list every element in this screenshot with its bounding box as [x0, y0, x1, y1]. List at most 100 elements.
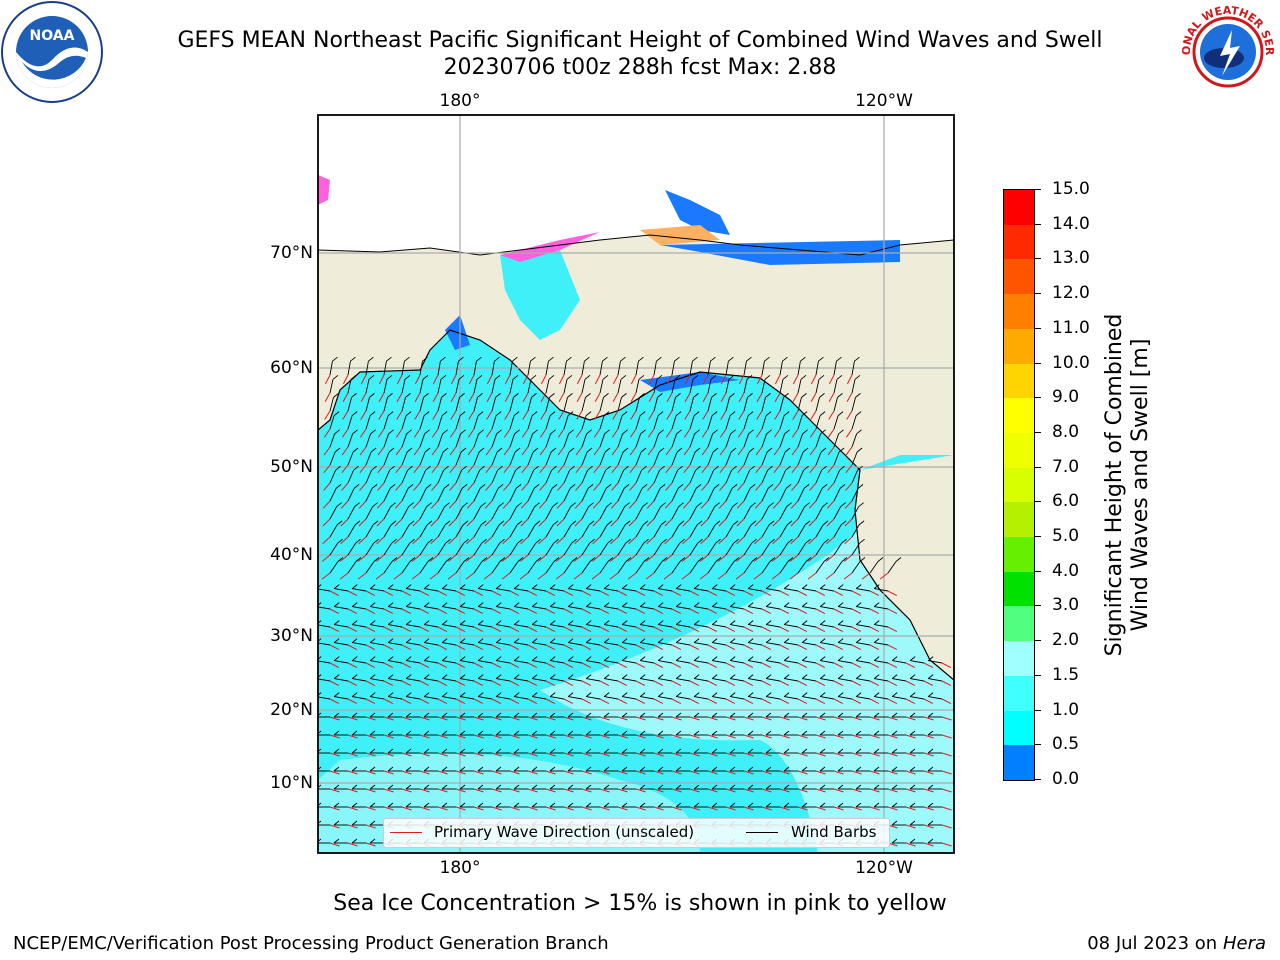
wave-direction-arrow [412, 536, 421, 545]
wind-barb-flag [603, 411, 610, 416]
wave-direction-arrow [761, 590, 772, 597]
wind-barb-flag [732, 502, 738, 508]
wave-direction-arrow [789, 572, 799, 580]
wind-barb-flag [495, 411, 502, 416]
wave-direction-arrow [395, 464, 403, 474]
wind-barb-flag [585, 802, 592, 808]
wind-barb-flag [460, 429, 466, 435]
wave-direction-arrow [887, 734, 898, 739]
wave-direction-arrow [671, 662, 682, 669]
wave-direction-arrow [815, 788, 826, 793]
wind-barb-flag [855, 411, 862, 416]
wave-direction-arrow [617, 716, 628, 721]
wind-barb [491, 542, 500, 556]
wind-barb [671, 433, 678, 448]
wave-direction-arrow [773, 446, 781, 456]
wave-direction-arrow [684, 410, 691, 420]
wave-direction-arrow [701, 482, 709, 491]
wave-direction-arrow [809, 482, 817, 491]
wind-barb [694, 678, 709, 682]
wave-direction-arrow [718, 536, 727, 545]
wave-direction-arrow [630, 374, 637, 385]
wind-barb-flag [747, 656, 754, 661]
colorbar-tick-label: 10.0 [1052, 352, 1090, 373]
wave-direction-arrow [455, 752, 466, 757]
wind-barb-flag [638, 356, 644, 362]
wave-direction-arrow [653, 644, 664, 651]
wind-barb [437, 524, 446, 538]
wind-barb-flag [405, 393, 411, 398]
wind-barb [406, 696, 421, 700]
wind-barb [545, 451, 552, 466]
wind-barb [568, 624, 583, 628]
wind-barb [550, 660, 565, 664]
wind-barb [491, 451, 498, 466]
wind-barb [761, 361, 765, 376]
wind-barb [509, 470, 517, 484]
wave-direction-arrow [905, 680, 916, 687]
wind-barb-flag [765, 602, 772, 607]
wave-direction-arrow [689, 716, 700, 721]
colorbar-tick-label: 5.0 [1052, 526, 1080, 547]
wave-direction-arrow [851, 626, 862, 633]
wave-direction-arrow [737, 446, 745, 456]
wind-barb [730, 624, 745, 628]
wind-barb-flag [855, 638, 862, 643]
wind-barb [383, 379, 388, 394]
wind-barb-flag [333, 638, 340, 643]
wind-barb-flag [495, 784, 502, 790]
wind-barb-flag [909, 674, 916, 679]
colorbar-tick-label: 0.0 [1052, 769, 1080, 789]
wind-barb [473, 433, 480, 448]
wave-direction-arrow [707, 662, 718, 669]
wave-direction-arrow [736, 500, 745, 509]
wind-barb [550, 624, 565, 628]
wave-direction-arrow [833, 716, 844, 721]
wave-direction-arrow [700, 518, 709, 527]
wind-barb-flag [531, 584, 538, 589]
wind-barb-flag [515, 465, 521, 471]
wave-direction-arrow [563, 698, 574, 705]
wave-direction-arrow [509, 716, 520, 721]
wave-direction-arrow [573, 554, 583, 562]
wind-barb [388, 606, 403, 610]
wave-direction-arrow [790, 500, 799, 509]
wind-barb-flag [409, 557, 416, 562]
wind-barb [550, 696, 565, 700]
wind-barb-flag [731, 465, 737, 471]
wind-barb [743, 415, 749, 430]
wind-barb-flag [660, 502, 666, 508]
wave-direction-arrow [689, 626, 700, 633]
wave-direction-arrow [869, 644, 880, 651]
wave-direction-arrow [509, 590, 520, 597]
wind-barb [635, 561, 645, 574]
wind-barb-flag [553, 557, 560, 562]
wind-barb-flag [927, 820, 934, 826]
wave-direction-arrow [437, 788, 448, 793]
wind-barb-flag [714, 502, 720, 508]
wind-barb-flag [531, 730, 538, 736]
wave-direction-arrow [491, 608, 502, 615]
wind-barb-flag [639, 584, 646, 589]
wind-barb [802, 642, 817, 646]
wind-barb [707, 397, 712, 412]
wave-direction-arrow [545, 680, 556, 687]
wind-barb [334, 678, 349, 682]
wind-barb [604, 660, 619, 664]
wave-direction-arrow [574, 518, 583, 527]
wind-barb [743, 524, 752, 538]
wave-direction-arrow [437, 590, 448, 597]
wind-barb [329, 470, 337, 484]
wind-barb [779, 361, 783, 376]
wind-barb-flag [765, 674, 772, 679]
wave-direction-arrow [797, 806, 808, 811]
wind-barb-flag [427, 557, 434, 562]
wind-barb [671, 542, 680, 556]
wind-barb-flag [567, 692, 574, 697]
wave-direction-arrow [419, 590, 430, 597]
wave-direction-arrow [563, 590, 574, 597]
wind-barb [653, 524, 662, 538]
wind-barb [779, 470, 787, 484]
colorbar-segment [1004, 710, 1034, 746]
wind-barb-flag [837, 620, 844, 625]
